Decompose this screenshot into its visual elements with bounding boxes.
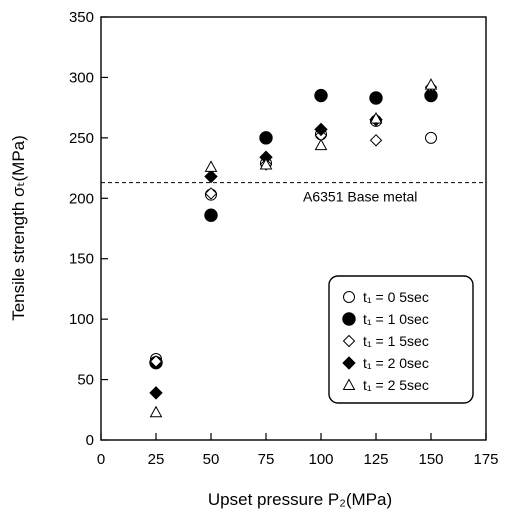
data-point [424,88,438,103]
y-tick-label: 250 [69,130,94,147]
legend-box [328,275,474,404]
data-point [314,138,328,151]
series-4 [149,88,438,400]
x-tick-label: 25 [148,451,165,468]
data-points [149,78,438,418]
legend: t₁ = 0 5sec t₁ = 1 0sec t₁ = 1 5sec t₁ = 2 … [328,275,474,404]
data-point [149,386,163,400]
data-point [204,208,218,222]
axes: 0 25 50 75 100 125 150 175 0 50 100 150 200 250 300 350 [69,9,499,468]
legend-label: t₁ = 0 5sec [363,289,429,305]
data-point [369,111,383,124]
y-tick-label: 350 [69,9,94,26]
data-point [204,169,218,184]
data-point [149,405,163,418]
x-tick-label: 125 [363,451,388,468]
legend-marker [342,378,356,390]
x-tick-label: 75 [258,451,275,468]
y-tick-label: 150 [69,251,94,268]
legend-label: t₁ = 1 5sec [363,333,429,349]
data-point [369,91,383,105]
x-tick-label: 0 [97,451,105,468]
legend-marker [342,356,356,370]
legend-marker [342,312,356,326]
legend-label: t₁ = 1 0sec [363,311,429,327]
legend-label: t₁ = 2 5sec [363,377,429,393]
data-point [259,157,273,170]
data-point [204,160,218,172]
y-axis-label: Tensile strength σₜ(MPa) [9,135,28,321]
x-tick-label: 50 [203,451,220,468]
series-5 [149,78,438,418]
y-tick-label: 200 [69,190,94,207]
data-point [259,131,273,145]
x-tick-label: 175 [473,451,498,468]
y-tick-label: 300 [69,69,94,86]
legend-marker [342,334,356,348]
data-point [424,78,438,90]
legend-marker [343,291,355,303]
reference-line-label: A6351 Base metal [303,189,417,205]
x-tick-label: 100 [308,451,333,468]
y-tick-label: 0 [86,432,94,449]
x-tick-label: 150 [418,451,443,468]
data-point [314,122,328,137]
y-tick-label: 100 [69,311,94,328]
data-point [425,131,437,144]
legend-label: t₁ = 2 0sec [363,355,429,371]
data-point [369,134,383,147]
x-axis-label: Upset pressure P₂(MPa) [208,490,392,509]
data-point [204,187,218,200]
plot-frame [100,16,487,441]
y-tick-label: 50 [77,372,94,389]
reference-line-group: A6351 Base metal [101,182,486,205]
data-point [149,355,163,368]
data-point [314,88,328,103]
